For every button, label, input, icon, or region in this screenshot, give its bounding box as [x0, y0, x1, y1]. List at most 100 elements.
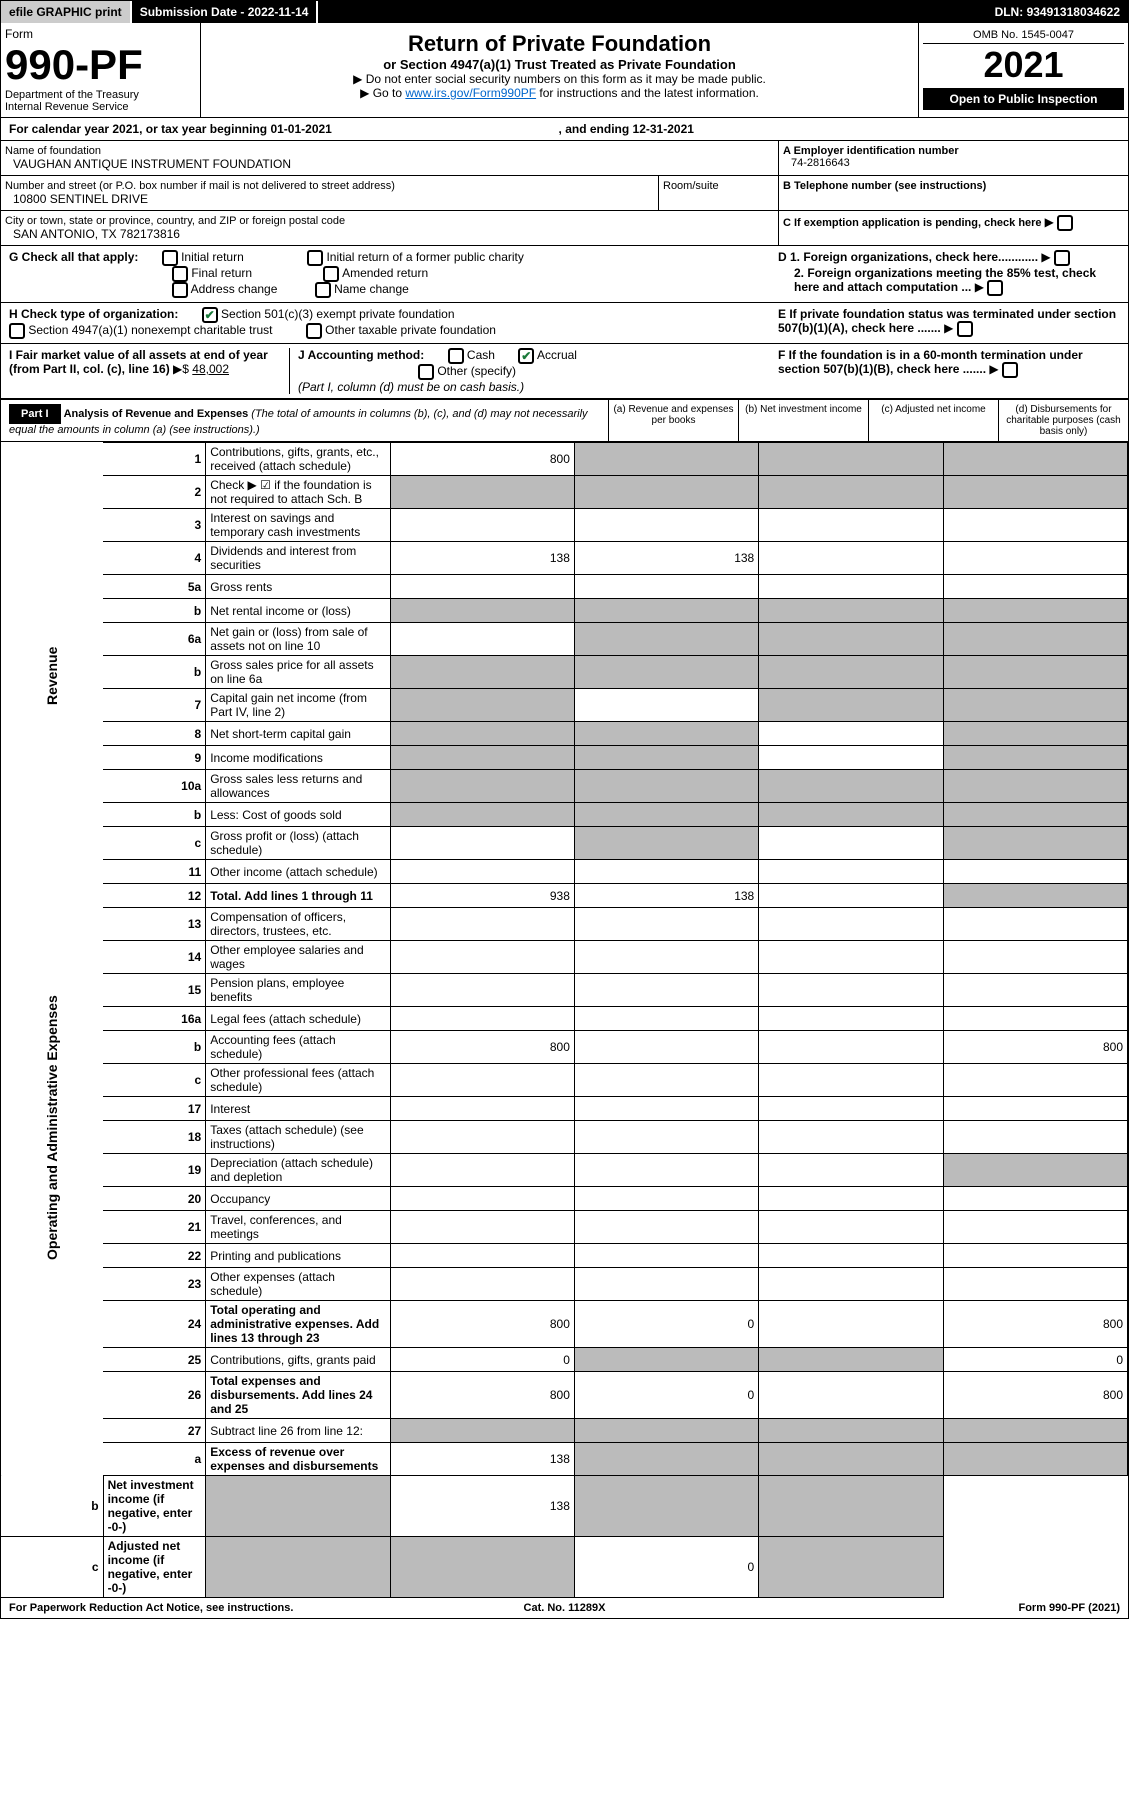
row-desc: Total. Add lines 1 through 11 — [206, 884, 390, 908]
year-block: OMB No. 1545-0047 2021 Open to Public In… — [918, 23, 1128, 117]
row-num: c — [103, 1064, 206, 1097]
cb-e[interactable] — [957, 321, 973, 337]
cell-b — [574, 1419, 758, 1443]
cb-f[interactable] — [1002, 362, 1018, 378]
cell-a — [390, 722, 574, 746]
cb-4947[interactable] — [9, 323, 25, 339]
revenue-sidelabel: Revenue — [1, 443, 103, 908]
cb-cash[interactable] — [448, 348, 464, 364]
cb-amended[interactable] — [323, 266, 339, 282]
cell-d: 800 — [943, 1031, 1127, 1064]
cell-b — [574, 941, 758, 974]
cb-initial-return[interactable] — [162, 250, 178, 266]
row-desc: Printing and publications — [206, 1244, 390, 1268]
checkbox-c[interactable] — [1057, 215, 1073, 231]
table-row: 21Travel, conferences, and meetings — [1, 1211, 1128, 1244]
row-desc: Total expenses and disbursements. Add li… — [206, 1372, 390, 1419]
cb-initial-former[interactable] — [307, 250, 323, 266]
cell-b — [574, 974, 758, 1007]
cell-a — [390, 575, 574, 599]
irs-link[interactable]: www.irs.gov/Form990PF — [405, 86, 536, 100]
cell-d: 0 — [943, 1348, 1127, 1372]
table-row: 24Total operating and administrative exp… — [1, 1301, 1128, 1348]
table-row: cGross profit or (loss) (attach schedule… — [1, 827, 1128, 860]
dept-label: Department of the Treasury Internal Reve… — [5, 89, 196, 113]
row-desc: Pension plans, employee benefits — [206, 974, 390, 1007]
cell-d — [943, 1064, 1127, 1097]
row-num: 12 — [103, 884, 206, 908]
row-num: b — [103, 803, 206, 827]
cell-d: 800 — [943, 1372, 1127, 1419]
form-title: Return of Private Foundation — [209, 31, 910, 57]
table-row: 9Income modifications — [1, 746, 1128, 770]
cell-c — [759, 689, 943, 722]
table-row: Revenue1Contributions, gifts, grants, et… — [1, 443, 1128, 476]
cell-a: 938 — [390, 884, 574, 908]
cell-b — [574, 860, 758, 884]
row-desc: Gross sales price for all assets on line… — [206, 656, 390, 689]
cell-c — [759, 1154, 943, 1187]
ein-block: A Employer identification number 74-2816… — [778, 141, 1128, 175]
cell-c — [759, 1211, 943, 1244]
section-d: D 1. Foreign organizations, check here..… — [770, 250, 1120, 298]
cell-c — [574, 1476, 758, 1537]
cell-d — [943, 770, 1127, 803]
cell-c: 0 — [574, 1537, 758, 1598]
cell-b — [574, 1348, 758, 1372]
row-desc: Check ▶ ☑ if the foundation is not requi… — [206, 476, 390, 509]
row-desc: Dividends and interest from securities — [206, 542, 390, 575]
cell-a — [390, 974, 574, 1007]
row-num: 24 — [103, 1301, 206, 1348]
table-row: aExcess of revenue over expenses and dis… — [1, 1443, 1128, 1476]
row-num: 19 — [103, 1154, 206, 1187]
cell-b — [574, 1097, 758, 1121]
cell-a: 800 — [390, 1031, 574, 1064]
cb-d1[interactable] — [1054, 250, 1070, 266]
cb-other-method[interactable] — [418, 364, 434, 380]
cell-d — [943, 542, 1127, 575]
row-desc: Occupancy — [206, 1187, 390, 1211]
table-row: bNet rental income or (loss) — [1, 599, 1128, 623]
cell-b — [574, 1007, 758, 1031]
cb-final-return[interactable] — [172, 266, 188, 282]
row-num: 23 — [103, 1268, 206, 1301]
part1-header: Part I Analysis of Revenue and Expenses … — [1, 400, 608, 441]
cb-name-change[interactable] — [315, 282, 331, 298]
table-row: 4Dividends and interest from securities1… — [1, 542, 1128, 575]
cell-b — [574, 1443, 758, 1476]
table-row: 2Check ▶ ☑ if the foundation is not requ… — [1, 476, 1128, 509]
cb-other-taxable[interactable] — [306, 323, 322, 339]
cell-c — [759, 746, 943, 770]
top-bar: efile GRAPHIC print Submission Date - 20… — [1, 1, 1128, 23]
cell-c — [759, 623, 943, 656]
cell-b — [574, 827, 758, 860]
cell-c — [759, 1121, 943, 1154]
cell-d — [943, 803, 1127, 827]
cell-d — [943, 941, 1127, 974]
row-num: 10a — [103, 770, 206, 803]
cell-d — [943, 1211, 1127, 1244]
row-desc: Legal fees (attach schedule) — [206, 1007, 390, 1031]
row-num: b — [1, 1476, 103, 1537]
dln: DLN: 93491318034622 — [987, 1, 1128, 23]
cb-d2[interactable] — [987, 280, 1003, 296]
row-num: 21 — [103, 1211, 206, 1244]
cell-c — [759, 1268, 943, 1301]
cell-a — [206, 1537, 390, 1598]
cb-501c3[interactable] — [202, 307, 218, 323]
cell-b — [574, 656, 758, 689]
cell-b — [574, 722, 758, 746]
cb-address-change[interactable] — [172, 282, 188, 298]
form-id-block: Form 990-PF Department of the Treasury I… — [1, 23, 201, 117]
section-e: E If private foundation status was termi… — [770, 307, 1120, 339]
cell-d — [943, 722, 1127, 746]
cell-c — [759, 1064, 943, 1097]
cb-accrual[interactable] — [518, 348, 534, 364]
table-row: 7Capital gain net income (from Part IV, … — [1, 689, 1128, 722]
table-row: 19Depreciation (attach schedule) and dep… — [1, 1154, 1128, 1187]
row-desc: Contributions, gifts, grants, etc., rece… — [206, 443, 390, 476]
cell-a: 800 — [390, 443, 574, 476]
row-num: c — [103, 827, 206, 860]
cell-d — [943, 1187, 1127, 1211]
row-desc: Accounting fees (attach schedule) — [206, 1031, 390, 1064]
